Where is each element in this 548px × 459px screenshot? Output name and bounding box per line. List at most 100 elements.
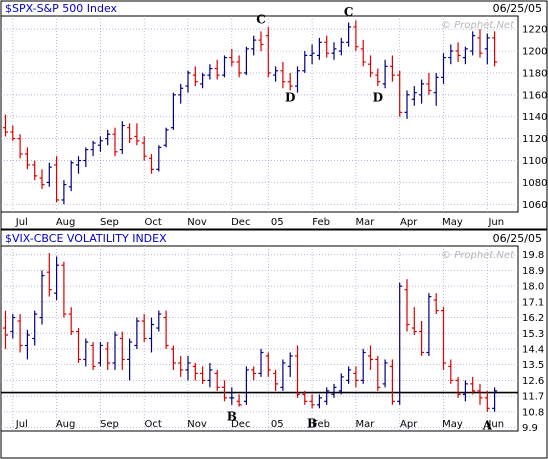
vix-ohlc-bar-11 (83, 338, 89, 367)
spx-ohlc-bar-7 (54, 156, 60, 203)
spx-ohlc-bar-32 (236, 55, 242, 78)
spx-ohlc-bar-64 (470, 31, 476, 56)
vix-xtick-11: Jun (487, 419, 504, 430)
vix-ohlc-bar-20 (149, 317, 154, 353)
vix-ohlc-bar-45 (331, 383, 337, 398)
spx-panel: $SPX-S&P 500 Index 06/25/05 © Prophet.Ne… (0, 0, 548, 230)
vix-ytick-3: 12.6 (522, 376, 544, 387)
vix-ohlc-bar-26 (192, 362, 198, 381)
vix-ohlc-bar-18 (134, 317, 140, 349)
spx-xtick-2: Sep (100, 217, 119, 228)
spx-ohlc-bar-56 (411, 86, 417, 106)
vix-ohlc-bar-50 (368, 345, 373, 370)
spx-ohlc-bar-2 (17, 134, 23, 159)
vix-ohlc-bar-6 (46, 252, 52, 297)
spx-ohlc-bar-16 (119, 121, 125, 154)
spx-ohlc-bar-20 (149, 153, 154, 174)
spx-ohlc-bar-3 (24, 147, 30, 170)
vix-ohlc-bar-32 (236, 394, 242, 407)
spx-ohlc-bar-36 (265, 26, 271, 78)
vix-xtick-6: 05 (271, 419, 284, 430)
spx-ytick-3: 1120 (522, 134, 547, 145)
spx-ohlc-bar-55 (404, 90, 410, 119)
vix-ohlc-bar-29 (214, 369, 220, 391)
vix-ohlc-bar-9 (68, 307, 74, 336)
vix-ohlc-bar-40 (295, 345, 300, 398)
vix-ohlc-bar-10 (76, 328, 81, 363)
vix-ohlc-bar-51 (375, 355, 381, 391)
spx-ohlc-bar-54 (397, 70, 403, 117)
spx-xtick-10: May (442, 217, 463, 228)
vix-ohlc-bar-39 (287, 352, 293, 377)
vix-ohlc-bar-57 (419, 321, 425, 356)
vix-ohlc-bar-2 (17, 314, 23, 353)
spx-ohlc-bar-15 (112, 127, 118, 157)
spx-xtick-1: Aug (56, 217, 76, 228)
vix-xtick-5: Dec (231, 419, 250, 430)
vix-ohlc-bar-52 (382, 359, 388, 388)
vix-ytick-6: 15.3 (522, 329, 544, 340)
vix-ohlc-bar-33 (243, 366, 249, 405)
vix-ohlc-bar-4 (32, 310, 38, 346)
vix-xtick-2: Sep (100, 419, 119, 430)
vix-ohlc-bar-19 (141, 314, 147, 342)
vix-ytick-1: 10.8 (522, 407, 544, 418)
vix-x-axis: Jul Aug Sep Oct Nov Dec 05 Feb Mar Apr May Jun (15, 419, 504, 430)
vix-ohlc-bar-34 (251, 366, 257, 381)
spx-ohlc-bar-57 (419, 79, 425, 104)
spx-ohlc-bar-5 (39, 169, 45, 190)
spx-ohlc-bar-65 (477, 29, 483, 58)
spx-ytick-5: 1160 (522, 90, 547, 101)
spx-xtick-8: Mar (355, 217, 375, 228)
vix-ohlc-bar-1 (10, 314, 16, 339)
vix-ohlc-bar-37 (273, 369, 279, 391)
spx-ohlc-bar-12 (90, 140, 96, 157)
spx-ohlc-bar-43 (316, 37, 322, 60)
spx-ytick-1: 1080 (522, 178, 547, 189)
vix-ohlc-bar-55 (404, 279, 410, 332)
vix-ohlc-bar-44 (324, 387, 330, 405)
vix-ohlc-bar-49 (360, 348, 366, 384)
vix-ohlc-bar-30 (222, 380, 227, 402)
spx-ohlc-bar-51 (375, 68, 381, 87)
spx-ohlc-bar-39 (287, 72, 293, 91)
vix-xtick-7: Feb (312, 419, 330, 430)
spx-ohlc-bar-24 (178, 83, 184, 104)
spx-ohlc-bar-48 (353, 20, 359, 52)
spx-ohlc-bar-19 (141, 136, 147, 161)
vix-ytick-7: 16.2 (522, 313, 544, 324)
vix-ohlc-bar-28 (207, 362, 213, 388)
spx-ohlc-bar-9 (68, 160, 74, 192)
spx-ohlc-bar-63 (462, 46, 468, 65)
spx-ytick-0: 1060 (522, 200, 547, 211)
vix-ohlc-bar-42 (309, 394, 315, 409)
spx-ohlc-bar-40 (295, 66, 300, 93)
spx-ohlc-bar-62 (455, 42, 461, 62)
spx-ohlc-bar-58 (426, 72, 432, 95)
spx-ohlc-bar-67 (492, 31, 498, 67)
vix-ohlc-bar-61 (448, 359, 454, 384)
spx-ohlc-bar-23 (170, 92, 176, 130)
vix-ohlc-bar-59 (433, 293, 439, 315)
vix-xtick-1: Aug (56, 419, 76, 430)
spx-ytick-8: 1220 (522, 25, 547, 36)
vix-plot-area (0, 245, 519, 432)
spx-ohlc-bar-22 (163, 127, 169, 148)
spx-ohlc-bar-18 (134, 123, 140, 146)
vix-ytick-0: 9.9 (522, 423, 538, 434)
vix-ohlc-bar-8 (61, 261, 67, 318)
spx-ohlc-bar-27 (200, 72, 206, 89)
spx-ytick-4: 1140 (522, 112, 547, 123)
spx-ohlc-bar-61 (448, 44, 454, 65)
vix-ohlc-bar-38 (280, 359, 286, 391)
vix-annotation-b-1: B (307, 417, 317, 431)
vix-ohlc-bar-58 (426, 293, 432, 356)
spx-ohlc-bar-4 (32, 160, 38, 181)
spx-ohlc-bar-10 (76, 156, 81, 174)
spx-xtick-9: Apr (400, 217, 418, 228)
vix-ohlc-bar-53 (389, 359, 395, 405)
vix-ohlc-bar-13 (97, 341, 103, 367)
vix-ohlc-bar-7 (54, 256, 60, 301)
vix-ohlc-bar-15 (112, 331, 118, 370)
